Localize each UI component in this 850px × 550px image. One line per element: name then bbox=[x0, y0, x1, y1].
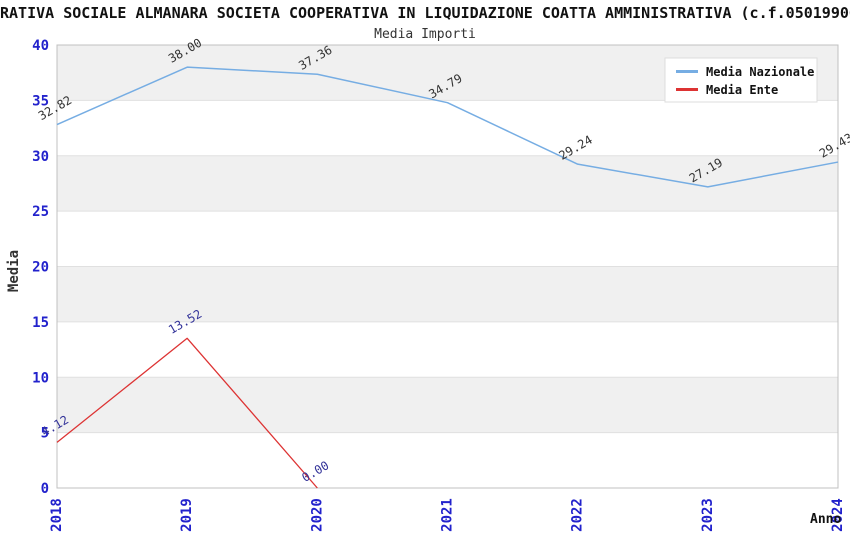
plot-band bbox=[57, 100, 838, 156]
plot-band bbox=[57, 377, 838, 433]
y-axis-title: Media bbox=[6, 249, 22, 293]
chart-title: RATIVA SOCIALE ALMANARA SOCIETA COOPERAT… bbox=[0, 4, 850, 22]
series-line-1 bbox=[56, 337, 318, 489]
series-line-0 bbox=[56, 66, 839, 188]
y-tick-label: 25 bbox=[32, 204, 49, 220]
x-tick-label: 2019 bbox=[179, 498, 195, 532]
x-tick-label: 2021 bbox=[440, 498, 456, 532]
plot-band bbox=[57, 266, 838, 322]
x-tick-label: 2023 bbox=[700, 498, 716, 532]
x-tick-label: 2022 bbox=[570, 498, 586, 532]
x-axis-title: Anno bbox=[810, 512, 842, 527]
plot-band bbox=[57, 211, 838, 267]
plot-band bbox=[57, 432, 838, 488]
y-tick-label: 30 bbox=[32, 149, 49, 165]
x-tick-label: 2020 bbox=[309, 498, 325, 532]
y-tick-label: 0 bbox=[41, 481, 49, 497]
legend-label-1: Media Ente bbox=[706, 83, 778, 97]
y-tick-label: 5 bbox=[41, 426, 49, 442]
y-tick-label: 15 bbox=[32, 315, 49, 331]
y-tick-label: 35 bbox=[32, 93, 49, 109]
plot-band bbox=[57, 321, 838, 378]
x-tick-label: 2018 bbox=[49, 498, 65, 532]
x-tick-label: 2024 bbox=[830, 498, 846, 532]
chart-subtitle: Media Importi bbox=[374, 27, 476, 42]
y-tick-label: 10 bbox=[32, 370, 49, 386]
legend-label-0: Media Nazionale bbox=[706, 65, 814, 79]
y-tick-label: 20 bbox=[32, 260, 49, 276]
plot-border bbox=[56, 44, 839, 489]
legend-box bbox=[664, 57, 818, 103]
plot-band bbox=[57, 155, 838, 212]
y-tick-label: 40 bbox=[32, 38, 49, 54]
